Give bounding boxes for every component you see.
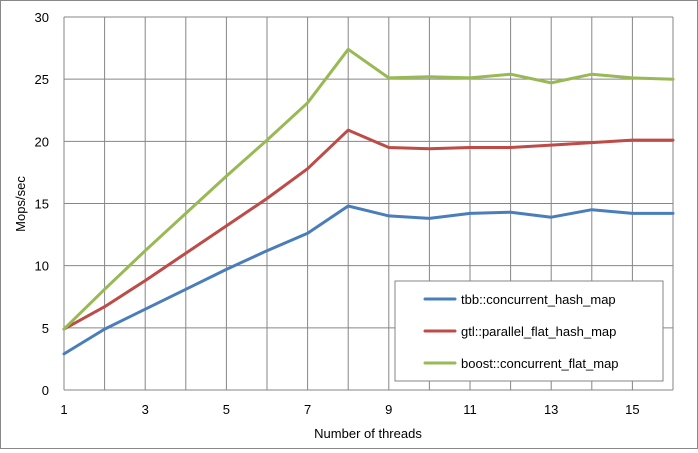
y-tick-label: 20 [35, 134, 49, 149]
x-tick-label: 1 [60, 402, 67, 417]
y-tick-label: 25 [35, 72, 49, 87]
x-tick-label: 11 [463, 402, 477, 417]
x-tick-label: 5 [223, 402, 230, 417]
x-tick-label: 3 [142, 402, 149, 417]
y-tick-label: 5 [42, 321, 49, 336]
x-axis-title: Number of threads [314, 426, 422, 441]
legend-label-1: tbb::concurrent_hash_map [461, 292, 616, 307]
x-tick-label: 13 [544, 402, 558, 417]
y-tick-label: 0 [42, 383, 49, 398]
legend-label-3: boost::concurrent_flat_map [461, 356, 619, 371]
y-tick-label: 30 [35, 10, 49, 25]
x-tick-label: 9 [385, 402, 392, 417]
series-line-2 [62, 128, 675, 331]
series-line-3 [62, 47, 675, 331]
series-line-1 [62, 204, 675, 356]
y-tick-label: 15 [35, 197, 49, 212]
y-tick-label: 10 [35, 259, 49, 274]
x-tick-label: 15 [625, 402, 639, 417]
y-axis-title: Mops/sec [13, 176, 28, 232]
x-tick-label: 7 [304, 402, 311, 417]
legend-label-2: gtl::parallel_flat_hash_map [461, 324, 616, 339]
series-layer [62, 47, 675, 356]
legend: tbb::concurrent_hash_mapgtl::parallel_fl… [394, 280, 664, 382]
